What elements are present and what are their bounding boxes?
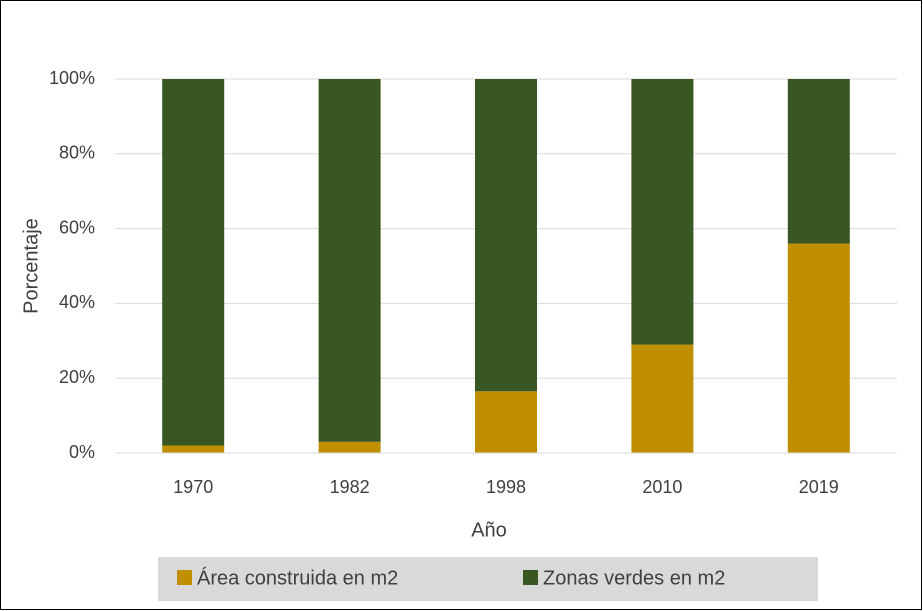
y-tick-label: 80%: [59, 143, 95, 163]
bar-segment: [475, 79, 537, 392]
x-tick-label: 1970: [173, 477, 213, 497]
bar-segment: [162, 445, 225, 453]
legend-label: Zonas verdes en m2: [543, 567, 725, 589]
bar-segment: [475, 391, 537, 453]
x-axis-label: Año: [471, 519, 507, 541]
bar-segment: [631, 79, 694, 345]
x-tick-label: 1982: [330, 477, 370, 497]
y-axis-label: Porcentaje: [20, 218, 42, 314]
legend-swatch: [177, 570, 192, 585]
x-tick-label: 1998: [486, 477, 526, 497]
y-tick-label: 20%: [59, 367, 95, 387]
bar-segment: [787, 243, 850, 453]
y-tick-label: 100%: [49, 68, 95, 88]
bar-segment: [631, 344, 694, 453]
y-tick-label: 0%: [69, 442, 95, 462]
bar-segment: [162, 79, 225, 446]
y-tick-label: 60%: [59, 217, 95, 237]
x-tick-label: 2010: [642, 477, 682, 497]
legend-box: [158, 557, 818, 601]
bar-segment: [318, 441, 381, 453]
bar-segment: [318, 79, 381, 442]
x-tick-label: 2019: [799, 477, 839, 497]
bar-segment: [787, 79, 850, 244]
legend-swatch: [523, 570, 538, 585]
legend-label: Área construida en m2: [197, 566, 398, 589]
y-tick-label: 40%: [59, 292, 95, 312]
